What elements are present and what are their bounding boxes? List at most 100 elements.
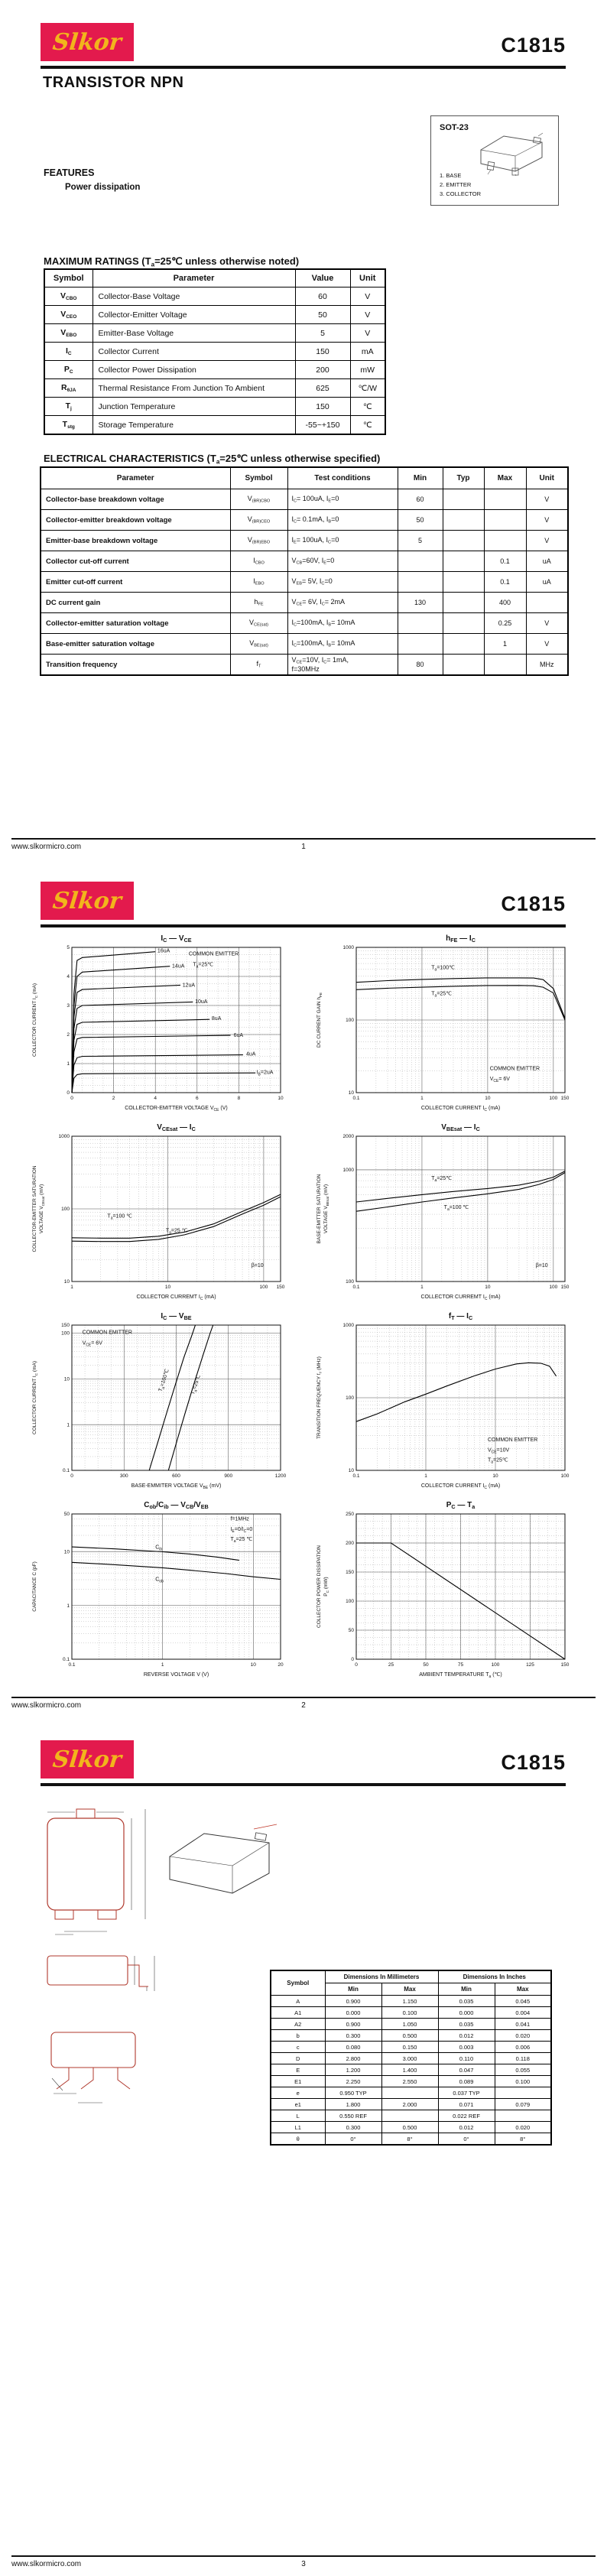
dimensions-table: Symbol Dimensions In Millimeters Dimensi…: [270, 1970, 553, 2146]
max-ratings-heading: MAXIMUM RATINGS (Ta=25℃ unless otherwise…: [44, 255, 300, 268]
mm-max-cell: 0.100: [381, 2006, 439, 2019]
chart-svg: 0 2 4 6 8 10 0 1 2 3 4 5 COMMON EMITTER Ta=25℃ 16uA 14u…: [32, 934, 284, 1113]
svg-text:14uA: 14uA: [172, 964, 185, 970]
svg-text:TRANSITION FREQUENCY fT (M: TRANSITION FREQUENCY fT (MHz): [316, 1356, 323, 1439]
symbol-cell: IC: [44, 342, 93, 361]
typ-cell: [442, 633, 485, 655]
datasheet-page-3: Slkor C1815 D E1 E b e1 e 0.25 c A2: [0, 1717, 607, 2576]
max-cell: [483, 509, 527, 531]
table-row: E1 2.250 2.550 0.089 0.100: [270, 2075, 552, 2087]
svg-text:COLLECTOR-EMITTER VOLTAGE VC: COLLECTOR-EMITTER VOLTAGE VCE (V): [125, 1106, 228, 1113]
inch-max-cell: 0.004: [494, 2006, 552, 2019]
svg-text:1: 1: [67, 1422, 70, 1428]
mm-max-cell: 1.150: [381, 1995, 439, 2007]
symbol-cell: E: [270, 2064, 326, 2076]
typ-cell: [442, 489, 485, 510]
svg-text:VCE= 6V: VCE= 6V: [490, 1077, 511, 1083]
svg-text:25: 25: [388, 1662, 394, 1668]
svg-text:50: 50: [64, 1512, 70, 1517]
max-cell: 0.1: [483, 551, 527, 572]
slkor-logo-text: Slkor: [51, 1746, 123, 1773]
svg-text:10: 10: [278, 1096, 284, 1101]
symbol-cell: D: [270, 2052, 326, 2064]
svg-text:100: 100: [259, 1285, 268, 1290]
mm-min-cell: 1.200: [324, 2064, 382, 2076]
svg-text:10: 10: [165, 1285, 171, 1290]
min-cell: 80: [397, 654, 443, 676]
svg-text:DC CURRENT GAIN hFE: DC CURRENT GAIN hFE: [316, 992, 323, 1048]
mm-max-cell: 0.150: [381, 2041, 439, 2053]
svg-text:0.1: 0.1: [63, 1657, 70, 1662]
unit-cell: V: [349, 305, 386, 324]
svg-text:Ta=25 ℃: Ta=25 ℃: [230, 1537, 252, 1544]
slkor-logo: Slkor: [41, 23, 134, 61]
symbol-cell: VEBO: [44, 323, 93, 343]
typ-cell: [442, 612, 485, 634]
svg-text:100: 100: [346, 1018, 354, 1023]
inch-max-cell: 0.100: [494, 2075, 552, 2087]
svg-text:150: 150: [561, 1285, 570, 1290]
table-row: VEBO Emitter-Base Voltage 5 V: [44, 323, 386, 343]
unit-cell: V: [349, 323, 386, 343]
slkor-logo: Slkor: [41, 882, 134, 920]
table-row: DC current gain hFE VCE= 6V, IC= 2mA 130…: [40, 592, 569, 613]
pin-description-list: 1. BASE 2. EMITTER 3. COLLECTOR: [440, 171, 481, 199]
svg-text:1000: 1000: [343, 945, 355, 950]
svg-text:1: 1: [424, 1473, 427, 1479]
footer-page-number: 1: [301, 843, 306, 851]
slkor-logo-text: Slkor: [51, 28, 123, 56]
inch-max-cell: [494, 2087, 552, 2099]
symbol-cell: ICBO: [229, 551, 288, 572]
footer-website: www.slkormicro.com: [11, 1701, 82, 1710]
svg-text:CAPACITANCE C (pF): CAPACITANCE C (pF): [32, 1561, 37, 1612]
svg-text:150: 150: [561, 1096, 570, 1101]
svg-text:50: 50: [349, 1628, 355, 1633]
value-cell: 60: [294, 287, 351, 306]
parameter-cell: DC current gain: [40, 592, 231, 613]
svg-text:1000: 1000: [343, 1323, 355, 1328]
parameter-cell: Collector-Base Voltage: [92, 287, 296, 306]
mm-max-cell: 0.500: [381, 2121, 439, 2133]
parameter-cell: Collector-emitter saturation voltage: [40, 612, 231, 634]
table-row: A1 0.000 0.100 0.000 0.004: [270, 2006, 552, 2019]
unit-cell: mW: [349, 360, 386, 379]
col-min: Min: [397, 466, 443, 489]
footer-website: www.slkormicro.com: [11, 843, 82, 851]
unit-cell: V: [525, 612, 569, 634]
table-row: D 2.800 3.000 0.110 0.118: [270, 2052, 552, 2064]
svg-text:1200: 1200: [275, 1473, 287, 1479]
inch-max-cell: 0.079: [494, 2098, 552, 2110]
inch-min-cell: 0.047: [437, 2064, 495, 2076]
mm-min-cell: 0.950 TYP: [324, 2087, 382, 2099]
inch-max-cell: [494, 2110, 552, 2122]
datasheet-page-1: Slkor C1815 TRANSISTOR NPN FEATURES Powe…: [0, 0, 607, 859]
svg-text:Ta=100 ℃: Ta=100 ℃: [444, 1205, 469, 1212]
table-row: Tj Junction Temperature 150 ℃: [44, 397, 386, 416]
unit-cell: V: [525, 489, 569, 510]
mm-min-cell: 2.250: [324, 2075, 382, 2087]
svg-text:10: 10: [485, 1285, 491, 1290]
table-row: E 1.200 1.400 0.047 0.055: [270, 2064, 552, 2076]
svg-text:4: 4: [154, 1096, 157, 1101]
inch-max-cell: 0.020: [494, 2029, 552, 2042]
symbol-cell: RθJA: [44, 378, 93, 398]
svg-text:10: 10: [64, 1549, 70, 1554]
svg-text:0.1: 0.1: [68, 1662, 75, 1668]
svg-text:COLLECTOR-EMITTER SATURATION: COLLECTOR-EMITTER SATURATION: [32, 1165, 37, 1252]
table-row: A2 0.900 1.050 0.035 0.041: [270, 2018, 552, 2030]
svg-text:VOLTAGE VBEsat (mV): VOLTAGE VBEsat (mV): [323, 1184, 329, 1233]
col-value: Value: [294, 268, 351, 287]
slkor-logo: Slkor: [41, 1740, 134, 1779]
svg-text:2000: 2000: [343, 1134, 355, 1139]
table-row: Collector-emitter saturation voltage VCE…: [40, 612, 569, 634]
svg-text:10: 10: [64, 1377, 70, 1382]
max-cell: [483, 530, 527, 551]
test-conditions-cell: IC=100mA, IB= 10mA: [287, 633, 398, 655]
col-in-min: Min: [437, 1983, 495, 1996]
test-conditions-cell: IC=100mA, IB= 10mA: [287, 612, 398, 634]
inch-max-cell: 0.041: [494, 2018, 552, 2030]
inch-min-cell: 0.035: [437, 1995, 495, 2007]
chart-ic-vce: 0 2 4 6 8 10 0 1 2 3 4 5 COMMON EMITTER Ta=25℃ 16uA 14u…: [29, 932, 291, 1119]
table-row: VCBO Collector-Base Voltage 60 V: [44, 287, 386, 306]
svg-text:Ta=25℃: Ta=25℃: [488, 1458, 508, 1465]
